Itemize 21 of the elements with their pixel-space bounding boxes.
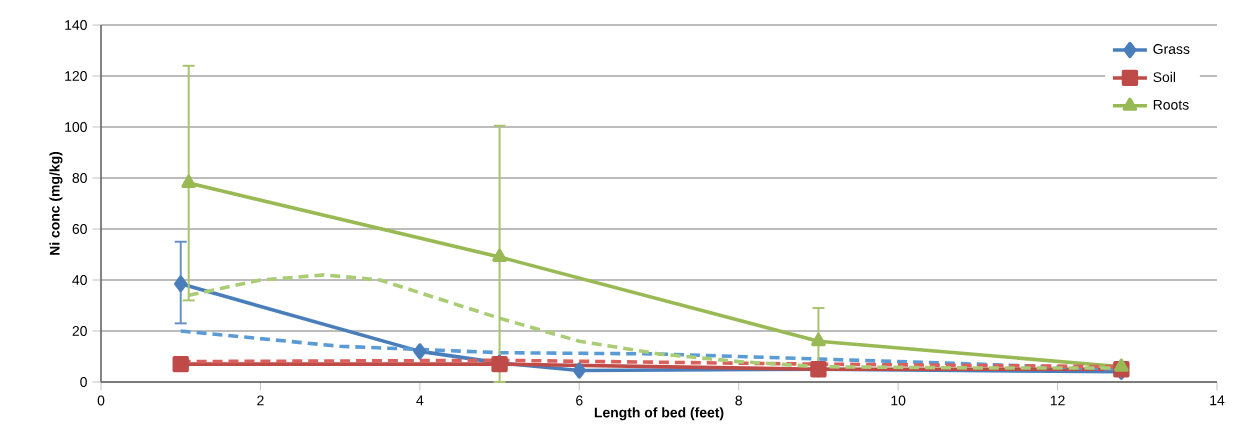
x-tick-label: 0 [97,395,105,406]
legend-label: Grass [1153,44,1190,54]
x-axis-title: Length of bed (feet) [594,407,724,421]
x-tick-label: 12 [1050,395,1065,406]
x-tick-label: 2 [257,395,264,406]
y-tick-label: 40 [72,275,87,285]
y-tick-label: 0 [80,377,87,387]
legend-label: Roots [1153,99,1189,110]
legend-label: Soil [1153,71,1176,83]
y-axis-title: Ni conc (mg/kg) [49,151,63,255]
y-tick-label: 140 [65,20,87,30]
x-tick-label: 10 [891,395,906,406]
y-tick-label: 60 [72,224,87,234]
y-tick-label: 20 [72,326,87,336]
y-tick-label: 80 [72,173,87,183]
x-tick-label: 14 [1210,395,1225,406]
y-tick-label: 100 [65,122,87,132]
x-tick-label: 4 [416,395,424,406]
x-tick-label: 8 [735,395,742,406]
x-tick-label: 6 [576,395,583,406]
y-tick-label: 120 [65,71,87,81]
